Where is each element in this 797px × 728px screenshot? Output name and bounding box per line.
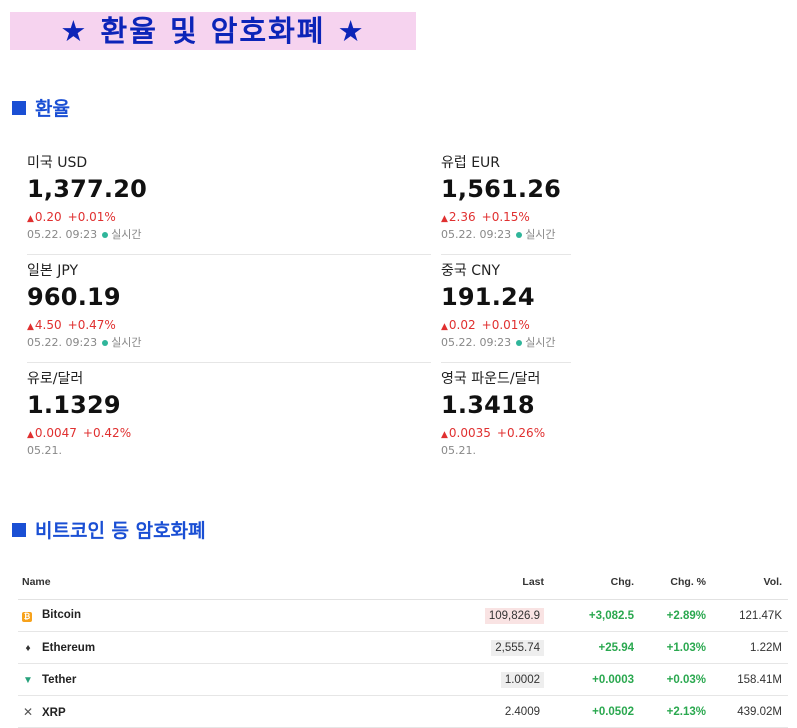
change-cell: +3,082.5 bbox=[550, 599, 640, 632]
coin-name-cell[interactable]: ✕ XRP bbox=[18, 695, 448, 728]
crypto-table: Name Last Chg. Chg. % Vol. ₿ Bitcoin 109,… bbox=[18, 565, 788, 728]
column-header-vol[interactable]: Vol. bbox=[712, 565, 788, 600]
fx-timestamp: 05.21. bbox=[27, 444, 62, 457]
volume-cell: 158.41M bbox=[712, 663, 788, 696]
table-row[interactable]: ✕ XRP 2.4009 +0.0502 +2.13% 439.02M bbox=[18, 695, 788, 728]
fx-timestamp: 05.22. 09:23 실시간 bbox=[441, 336, 556, 349]
fx-card-eurusd[interactable]: 유로/달러 1.1329 ▲0.0047 +0.42% 05.21. bbox=[27, 363, 431, 471]
fx-column-right: 유럽 EUR 1,561.26 ▲2.36 +0.15% 05.22. 09:23… bbox=[441, 147, 571, 471]
realtime-dot-icon bbox=[516, 231, 523, 238]
table-row[interactable]: ▼ Tether 1.0002 +0.0003 +0.03% 158.41M bbox=[18, 663, 788, 696]
volume-cell: 121.47K bbox=[712, 599, 788, 632]
change-pct-cell: +1.03% bbox=[640, 631, 712, 664]
fx-section-heading: 환율 bbox=[12, 94, 70, 121]
up-triangle-icon: ▲ bbox=[27, 430, 34, 440]
fx-change: ▲2.36 +0.15% bbox=[441, 210, 530, 224]
coin-name-cell[interactable]: ₿ Bitcoin bbox=[18, 599, 448, 632]
fx-timestamp: 05.22. 09:23 실시간 bbox=[27, 336, 142, 349]
fx-value: 1,561.26 bbox=[441, 175, 562, 203]
fx-name: 유럽 EUR bbox=[441, 155, 501, 171]
table-header-row: Name Last Chg. Chg. % Vol. bbox=[18, 565, 788, 600]
column-header-chg-pct[interactable]: Chg. % bbox=[640, 565, 712, 600]
fx-section-title: 환율 bbox=[35, 98, 70, 120]
volume-cell: 1.22M bbox=[712, 631, 788, 664]
last-price-cell: 2,555.74 bbox=[448, 631, 550, 664]
last-price-cell: 109,826.9 bbox=[448, 599, 550, 632]
fx-column-left: 미국 USD 1,377.20 ▲0.20 +0.01% 05.22. 09:23… bbox=[27, 147, 431, 471]
realtime-dot-icon bbox=[102, 339, 109, 346]
fx-value: 191.24 bbox=[441, 283, 535, 311]
change-pct-cell: +0.03% bbox=[640, 663, 712, 696]
change-pct-cell: +2.13% bbox=[640, 695, 712, 728]
fx-card-usd[interactable]: 미국 USD 1,377.20 ▲0.20 +0.01% 05.22. 09:23… bbox=[27, 147, 431, 255]
fx-change: ▲4.50 +0.47% bbox=[27, 318, 116, 332]
realtime-dot-icon bbox=[516, 339, 523, 346]
column-header-name[interactable]: Name bbox=[18, 565, 448, 600]
volume-cell: 439.02M bbox=[712, 695, 788, 728]
table-row[interactable]: ₿ Bitcoin 109,826.9 +3,082.5 +2.89% 121.4… bbox=[18, 599, 788, 632]
fx-value: 1.1329 bbox=[27, 391, 121, 419]
up-triangle-icon: ▲ bbox=[441, 430, 448, 440]
crypto-section-heading: 비트코인 등 암호화폐 bbox=[12, 516, 206, 543]
fx-card-eur[interactable]: 유럽 EUR 1,561.26 ▲2.36 +0.15% 05.22. 09:23… bbox=[441, 147, 571, 255]
fx-value: 960.19 bbox=[27, 283, 121, 311]
last-price-cell: 1.0002 bbox=[448, 663, 550, 696]
table-row[interactable]: ♦ Ethereum 2,555.74 +25.94 +1.03% 1.22M bbox=[18, 631, 788, 664]
ethereum-icon: ♦ bbox=[25, 642, 31, 654]
fx-change: ▲0.0035 +0.26% bbox=[441, 426, 546, 440]
fx-change: ▲0.0047 +0.42% bbox=[27, 426, 132, 440]
fx-name: 미국 USD bbox=[27, 155, 88, 171]
up-triangle-icon: ▲ bbox=[441, 214, 448, 224]
coin-name-cell[interactable]: ▼ Tether bbox=[18, 663, 448, 696]
page-banner-title: ★ 환율 및 암호화폐 ★ bbox=[10, 12, 416, 50]
change-cell: +25.94 bbox=[550, 631, 640, 664]
coin-name-cell[interactable]: ♦ Ethereum bbox=[18, 631, 448, 664]
square-bullet-icon bbox=[12, 100, 26, 115]
fx-value: 1.3418 bbox=[441, 391, 535, 419]
fx-timestamp: 05.21. bbox=[441, 444, 476, 457]
fx-name: 영국 파운드/달러 bbox=[441, 371, 541, 387]
xrp-icon: ✕ bbox=[22, 704, 34, 719]
fx-value: 1,377.20 bbox=[27, 175, 148, 203]
change-cell: +0.0003 bbox=[550, 663, 640, 696]
fx-timestamp: 05.22. 09:23 실시간 bbox=[441, 228, 556, 241]
fx-name: 일본 JPY bbox=[27, 263, 79, 279]
fx-name: 중국 CNY bbox=[441, 263, 501, 279]
fx-card-cny[interactable]: 중국 CNY 191.24 ▲0.02 +0.01% 05.22. 09:23 실시… bbox=[441, 255, 571, 363]
column-header-last[interactable]: Last bbox=[448, 565, 550, 600]
last-price-cell: 2.4009 bbox=[448, 695, 550, 728]
tether-icon: ▼ bbox=[23, 674, 33, 686]
up-triangle-icon: ▲ bbox=[27, 322, 34, 332]
fx-timestamp: 05.22. 09:23 실시간 bbox=[27, 228, 142, 241]
column-header-chg[interactable]: Chg. bbox=[550, 565, 640, 600]
fx-change: ▲0.20 +0.01% bbox=[27, 210, 116, 224]
square-bullet-icon bbox=[12, 522, 26, 537]
up-triangle-icon: ▲ bbox=[441, 322, 448, 332]
change-pct-cell: +2.89% bbox=[640, 599, 712, 632]
crypto-section-title: 비트코인 등 암호화폐 bbox=[35, 520, 206, 542]
fx-name: 유로/달러 bbox=[27, 371, 84, 387]
fx-card-gbpusd[interactable]: 영국 파운드/달러 1.3418 ▲0.0035 +0.26% 05.21. bbox=[441, 363, 581, 471]
bitcoin-icon: ₿ bbox=[22, 612, 32, 622]
realtime-dot-icon bbox=[102, 231, 109, 238]
change-cell: +0.0502 bbox=[550, 695, 640, 728]
up-triangle-icon: ▲ bbox=[27, 214, 34, 224]
fx-card-jpy[interactable]: 일본 JPY 960.19 ▲4.50 +0.47% 05.22. 09:23 실시… bbox=[27, 255, 431, 363]
fx-change: ▲0.02 +0.01% bbox=[441, 318, 530, 332]
